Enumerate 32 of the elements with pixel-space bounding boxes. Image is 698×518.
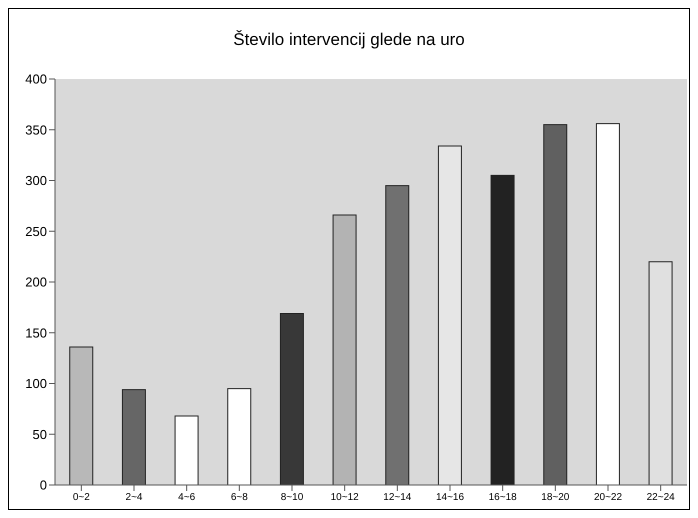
x-tick-label: 2~4 bbox=[126, 492, 143, 504]
y-tick-label: 350 bbox=[25, 122, 47, 138]
bar bbox=[227, 388, 252, 485]
y-tick-label: 300 bbox=[25, 173, 47, 188]
bar bbox=[385, 185, 410, 485]
x-tick-label: 14~16 bbox=[436, 492, 464, 504]
y-tick-label: 400 bbox=[25, 72, 47, 87]
y-tick-label: 150 bbox=[25, 325, 47, 340]
x-tick-label: 4~6 bbox=[178, 492, 196, 504]
bar bbox=[438, 145, 462, 485]
x-tick-label: 6~8 bbox=[230, 492, 248, 504]
x-tick-label: 20~22 bbox=[594, 492, 622, 504]
bar bbox=[490, 174, 515, 485]
x-tick-label: 10~12 bbox=[330, 492, 360, 504]
bar bbox=[332, 214, 357, 485]
y-tick-label: 250 bbox=[25, 224, 47, 239]
chart-title: Število intervencij glede na uro bbox=[232, 29, 466, 51]
x-tick-label: 0~2 bbox=[72, 492, 90, 504]
x-tick-label: 22~24 bbox=[646, 492, 676, 504]
bar bbox=[280, 312, 304, 485]
bar bbox=[596, 123, 620, 485]
y-tick-label: 0 bbox=[40, 478, 47, 493]
bar bbox=[69, 346, 94, 485]
bar bbox=[174, 415, 199, 485]
y-tick-label: 50 bbox=[32, 426, 47, 442]
x-tick-label: 18~20 bbox=[541, 492, 570, 504]
y-tick-label: 200 bbox=[25, 274, 47, 290]
x-tick-label: 12~14 bbox=[383, 492, 412, 504]
x-tick-label: 8~10 bbox=[280, 492, 304, 504]
x-tick-label: 16~18 bbox=[488, 492, 518, 504]
y-tick-label: 100 bbox=[25, 376, 47, 392]
bar bbox=[122, 389, 146, 485]
